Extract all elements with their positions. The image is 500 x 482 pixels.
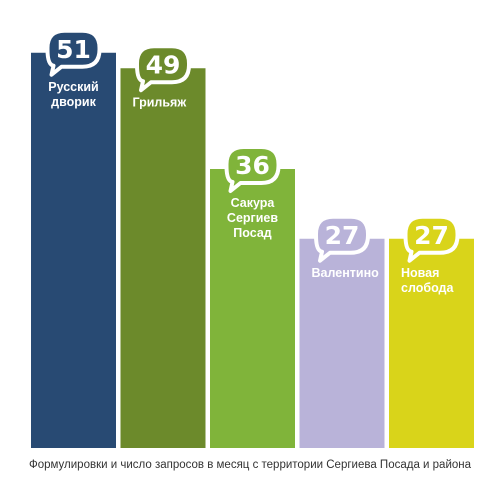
bar-4 xyxy=(299,238,385,448)
value-bubble-3 xyxy=(224,145,281,193)
category-label-2: Грильяж xyxy=(133,95,187,109)
bar-3 xyxy=(210,169,295,448)
chart-caption: Формулировки и число запросов в месяц с … xyxy=(29,459,472,471)
data-label-4: 27 xyxy=(325,221,360,250)
data-label-2: 49 xyxy=(146,50,181,79)
data-label-5: 27 xyxy=(414,221,449,250)
value-bubble-5 xyxy=(403,214,460,263)
bar-2 xyxy=(120,68,206,448)
category-label-4: Валентино xyxy=(312,266,380,280)
category-label-5: Новая слобода xyxy=(401,266,454,295)
value-bubble-4 xyxy=(314,214,370,263)
category-label-1: Русский дворик xyxy=(48,80,99,109)
value-bubble-2 xyxy=(135,44,191,93)
value-bubble-1 xyxy=(45,28,102,77)
bar-5 xyxy=(389,238,474,448)
category-label-3: Сакура Сергиев Посад xyxy=(227,196,278,240)
bar-1 xyxy=(31,52,116,448)
data-label-1: 51 xyxy=(56,35,91,64)
data-label-3: 36 xyxy=(235,151,270,180)
